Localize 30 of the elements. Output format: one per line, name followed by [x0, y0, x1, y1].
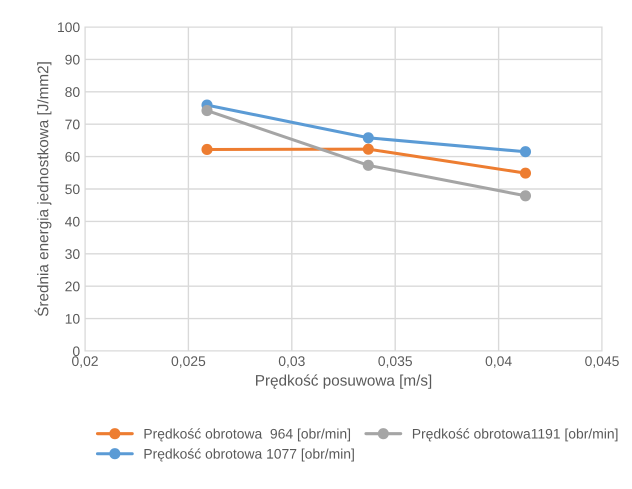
y-tick-label: 90	[65, 54, 80, 65]
point	[362, 144, 374, 155]
point	[201, 105, 213, 116]
y-tick-label: 0	[72, 346, 80, 356]
point	[201, 144, 213, 156]
y-tick-label: 40	[65, 216, 80, 227]
legend-label: Prędkość obrotowa 1077 [obr/min]	[144, 448, 354, 462]
legend-label: Prędkość obrotowa1191 [obr/min]	[412, 428, 618, 442]
y-tick-label: 80	[65, 87, 80, 97]
y-tick-label: 50	[65, 184, 80, 194]
point	[520, 190, 532, 202]
y-tick-label: 60	[65, 152, 80, 162]
point	[520, 168, 532, 179]
x-tick-label: 0,03	[278, 356, 305, 368]
legend-label: Prędkość obrotowa 964 [obr/min]	[144, 428, 350, 442]
point	[362, 132, 374, 144]
x-tick-label: 0,02	[72, 356, 98, 368]
x-tick-label: 0,045	[585, 356, 619, 368]
y-tick-label: 100	[58, 22, 80, 32]
y-tick-label: 70	[65, 120, 80, 130]
x-tick-label: 0,025	[172, 356, 206, 368]
x-tick-label: 0,04	[486, 356, 512, 368]
x-tick-label: 0,035	[378, 356, 412, 368]
point	[362, 160, 374, 171]
point	[520, 146, 532, 158]
y-tick-label: 30	[65, 249, 80, 259]
y-tick-label: 10	[66, 314, 80, 324]
x-axis-title: Prędkość posuwowa [m/s]	[256, 374, 432, 389]
y-tick-label: 20	[65, 282, 80, 292]
y-axis-title: Średnia energia jednostkowa [J/mm2]	[34, 62, 52, 316]
